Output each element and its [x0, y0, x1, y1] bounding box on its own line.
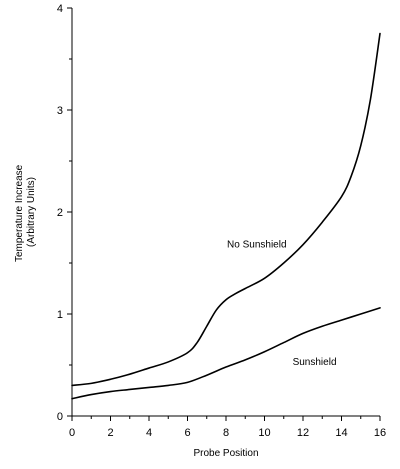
y-axis-label: Temperature Increase (Arbitrary Units)	[14, 162, 37, 262]
x-tick-label: 4	[146, 427, 152, 439]
y-tick-label: 0	[57, 411, 63, 423]
y-axis-label-line1: Temperature Increase	[14, 164, 25, 262]
y-axis-label-line2: (Arbitrary Units)	[26, 177, 37, 247]
x-axis-label: Probe Position	[193, 448, 258, 459]
x-tick-label: 12	[297, 427, 309, 439]
chart-series	[71, 32, 381, 400]
chart-labels: Probe Position Temperature Increase (Arb…	[14, 162, 259, 459]
x-tick-label: 6	[184, 427, 190, 439]
series-line-no-sunshield	[71, 32, 381, 387]
annotation-sunshield: Sunshield	[293, 357, 337, 368]
series-line-sunshield	[71, 307, 381, 400]
chart-annotations: No Sunshield Sunshield	[227, 240, 336, 368]
x-tick-label: 0	[69, 427, 75, 439]
y-tick-label: 3	[57, 105, 63, 117]
x-tick-label: 8	[223, 427, 229, 439]
x-tick-label: 2	[107, 427, 113, 439]
y-tick-label: 4	[57, 3, 63, 15]
y-tick-label: 1	[57, 309, 63, 321]
chart-axes	[71, 8, 380, 417]
x-tick-label: 16	[374, 427, 386, 439]
annotation-no-sunshield: No Sunshield	[227, 240, 286, 251]
y-tick-label: 2	[57, 207, 63, 219]
x-tick-label: 14	[335, 427, 347, 439]
x-tick-label: 10	[258, 427, 270, 439]
